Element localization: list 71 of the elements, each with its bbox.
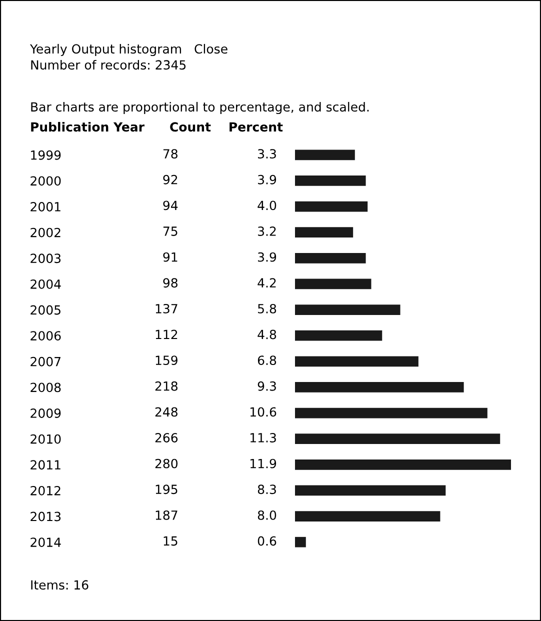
data-label: 6.8 — [258, 356, 276, 366]
data-label: 8.0 — [258, 510, 276, 520]
text: Items: 16 — [31, 580, 88, 590]
text: 280 — [155, 458, 178, 468]
text: 75 — [163, 226, 178, 236]
bar — [295, 356, 418, 367]
y-tick-label: 2000 — [30, 176, 61, 186]
text: 195 — [156, 484, 178, 494]
data-label: 11.9 — [250, 458, 276, 468]
y-axis-title: Publication Year — [31, 122, 144, 132]
bar — [295, 278, 372, 290]
bar — [295, 459, 511, 470]
y-tick-label: 2007 — [30, 356, 60, 366]
bar — [295, 304, 400, 315]
data-label: 3.9 — [258, 252, 276, 262]
data-label: 0.6 — [258, 536, 276, 546]
text: 266 — [155, 433, 178, 442]
y-tick-label: 2013 — [30, 512, 61, 522]
text: 92 — [163, 174, 178, 184]
data-label: 10.6 — [250, 407, 276, 417]
bar — [295, 150, 355, 160]
y-tick-label: 2004 — [30, 279, 61, 289]
y-tick-label: 2009 — [30, 408, 61, 418]
data-label: 9.3 — [258, 381, 276, 391]
y-tick-label: 1999 — [31, 150, 61, 160]
bar — [295, 382, 464, 392]
y-tick-label: 2002 — [30, 228, 60, 238]
text: 159 — [156, 356, 178, 366]
text: 218 — [155, 381, 178, 391]
text: Number of records: 2345 — [31, 60, 186, 70]
bar — [295, 434, 500, 444]
data-label: 4.2 — [258, 278, 276, 288]
data-label: 3.9 — [258, 174, 276, 184]
y-tick-label: 2014 — [30, 538, 61, 548]
x-axis-title: Percent — [230, 122, 283, 132]
text: 78 — [163, 149, 178, 159]
y-tick-label: 2012 — [30, 486, 60, 496]
text: 94 — [163, 200, 178, 210]
data-label: 5.8 — [258, 304, 276, 314]
text: Yearly Output histogram Close — [30, 44, 228, 56]
y-tick-label: 2011 — [30, 460, 60, 470]
text: 98 — [163, 278, 178, 288]
data-label: 8.3 — [258, 484, 276, 494]
y-tick-label: 2006 — [30, 331, 61, 341]
y-tick-label: 2005 — [30, 305, 60, 315]
bar — [295, 408, 488, 418]
bar — [295, 176, 366, 186]
data-label: 3.2 — [258, 226, 276, 236]
bar — [295, 330, 382, 341]
bar — [295, 536, 306, 548]
bar — [295, 227, 354, 238]
bar — [295, 201, 368, 212]
bar — [295, 252, 366, 264]
text: 187 — [156, 510, 178, 520]
data-label: 4.8 — [258, 330, 276, 340]
bar — [295, 511, 440, 522]
text: Bar charts are proportional to percentage, and scaled. — [31, 102, 369, 114]
y-tick-label: 2010 — [30, 434, 61, 444]
text: 137 — [156, 304, 178, 314]
text: 112 — [156, 330, 178, 340]
data-label: 3.3 — [258, 149, 276, 159]
data-label: 11.3 — [250, 433, 276, 442]
y-tick-label: 2001 — [30, 202, 60, 212]
text: 248 — [155, 407, 178, 417]
text: 15 — [164, 536, 178, 546]
bar — [295, 485, 446, 496]
data-label: 4.0 — [258, 200, 276, 210]
text: 91 — [163, 252, 178, 262]
text: Count — [170, 122, 211, 132]
y-tick-label: 2003 — [30, 254, 61, 264]
y-tick-label: 2008 — [30, 382, 61, 392]
